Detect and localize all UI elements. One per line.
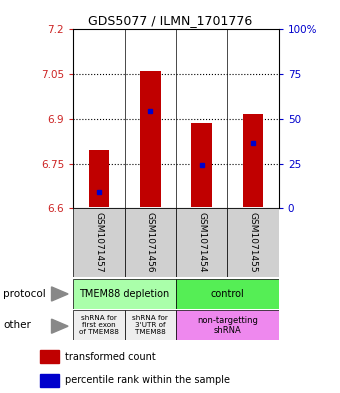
Bar — [73, 208, 124, 277]
Text: protocol: protocol — [3, 288, 46, 299]
Text: GDS5077 / ILMN_1701776: GDS5077 / ILMN_1701776 — [88, 14, 252, 27]
Bar — [243, 114, 264, 207]
Bar — [73, 310, 124, 340]
Text: TMEM88 depletion: TMEM88 depletion — [80, 289, 170, 299]
Text: GSM1071454: GSM1071454 — [197, 213, 206, 273]
Bar — [176, 208, 227, 277]
Bar — [176, 279, 279, 309]
Polygon shape — [52, 319, 68, 333]
Text: GSM1071455: GSM1071455 — [249, 212, 258, 273]
Text: GSM1071457: GSM1071457 — [94, 212, 103, 273]
Text: transformed count: transformed count — [65, 352, 156, 362]
Polygon shape — [52, 287, 68, 301]
Bar — [73, 279, 176, 309]
Text: shRNA for
first exon
of TMEM88: shRNA for first exon of TMEM88 — [79, 315, 119, 335]
Text: percentile rank within the sample: percentile rank within the sample — [65, 375, 231, 385]
Bar — [227, 208, 279, 277]
Text: control: control — [210, 289, 244, 299]
Text: GSM1071456: GSM1071456 — [146, 212, 155, 273]
Bar — [176, 310, 279, 340]
Bar — [40, 374, 60, 387]
Bar — [140, 71, 160, 207]
Text: shRNA for
3'UTR of
TMEM88: shRNA for 3'UTR of TMEM88 — [132, 315, 168, 335]
Bar — [40, 351, 60, 363]
Text: non-targetting
shRNA: non-targetting shRNA — [197, 316, 258, 335]
Bar — [124, 208, 176, 277]
Bar — [88, 150, 109, 207]
Bar — [191, 123, 212, 207]
Bar — [124, 310, 176, 340]
Text: other: other — [3, 320, 31, 330]
